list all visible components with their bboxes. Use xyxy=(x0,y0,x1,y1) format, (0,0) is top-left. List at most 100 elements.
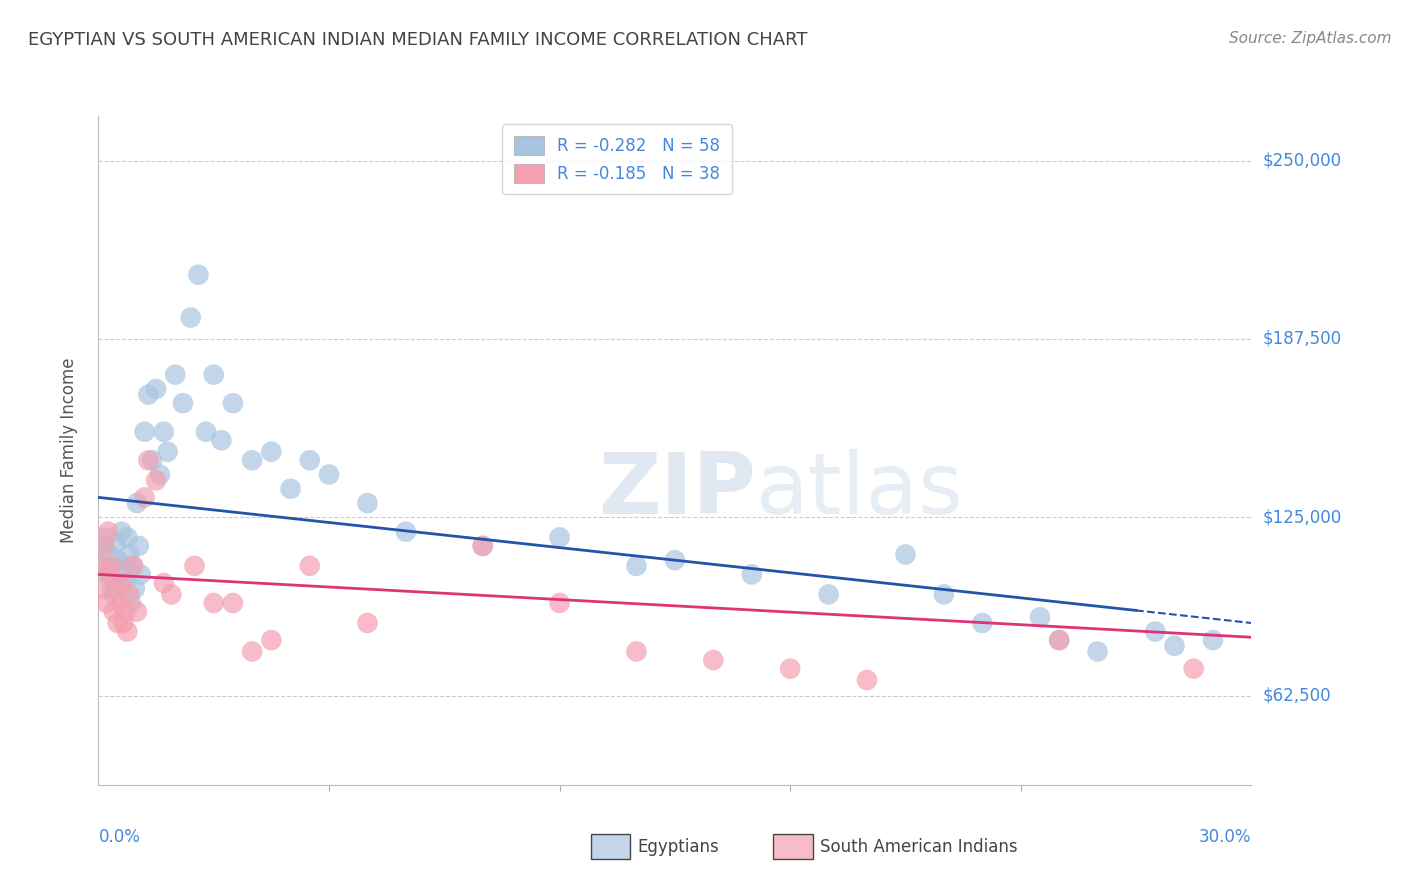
Point xyxy=(172,396,194,410)
Text: $187,500: $187,500 xyxy=(1263,330,1341,348)
Point xyxy=(222,596,245,610)
Text: ZIP: ZIP xyxy=(598,449,755,533)
Point xyxy=(702,653,724,667)
Point xyxy=(108,596,131,610)
Y-axis label: Median Family Income: Median Family Income xyxy=(59,358,77,543)
Point xyxy=(894,548,917,562)
Point xyxy=(1047,633,1070,648)
Point xyxy=(548,596,571,610)
Point xyxy=(122,558,145,573)
Point xyxy=(1202,633,1225,648)
Point xyxy=(141,453,163,467)
Point xyxy=(108,567,131,582)
Point xyxy=(395,524,418,539)
Point xyxy=(856,673,879,687)
Point xyxy=(1163,639,1185,653)
Point xyxy=(114,605,136,619)
Point xyxy=(160,587,183,601)
Point xyxy=(356,496,378,510)
Point xyxy=(124,582,146,596)
Point xyxy=(932,587,955,601)
Point xyxy=(202,368,225,382)
Point xyxy=(107,553,129,567)
Point xyxy=(152,425,174,439)
Point xyxy=(356,615,378,630)
Point xyxy=(1144,624,1167,639)
Point xyxy=(97,567,120,582)
Point xyxy=(145,382,167,396)
Point xyxy=(117,530,138,544)
Point xyxy=(98,567,121,582)
Point xyxy=(318,467,340,482)
Point xyxy=(118,587,141,601)
Point xyxy=(134,425,156,439)
Point xyxy=(125,496,148,510)
Point xyxy=(129,567,152,582)
Point xyxy=(128,539,150,553)
Point xyxy=(91,582,114,596)
Point xyxy=(183,558,205,573)
Text: $62,500: $62,500 xyxy=(1263,687,1331,705)
Text: $250,000: $250,000 xyxy=(1263,152,1341,169)
Text: Source: ZipAtlas.com: Source: ZipAtlas.com xyxy=(1229,31,1392,46)
Point xyxy=(260,444,283,458)
Point xyxy=(93,539,115,553)
Point xyxy=(240,453,263,467)
Point xyxy=(260,633,283,648)
Point xyxy=(1047,633,1070,648)
Point xyxy=(741,567,763,582)
Point xyxy=(91,539,114,553)
Point xyxy=(298,558,321,573)
Point xyxy=(209,434,232,448)
Point xyxy=(187,268,209,282)
Point xyxy=(134,491,156,505)
Point xyxy=(180,310,202,325)
Point xyxy=(1087,644,1109,658)
Point xyxy=(145,473,167,487)
Point xyxy=(94,596,117,610)
Text: South American Indians: South American Indians xyxy=(820,838,1018,855)
Text: atlas: atlas xyxy=(755,449,963,533)
Point xyxy=(298,453,321,467)
Point xyxy=(138,387,160,401)
Point xyxy=(112,615,135,630)
Point xyxy=(117,624,138,639)
Point xyxy=(471,539,494,553)
Point xyxy=(103,587,125,601)
Point xyxy=(101,582,124,596)
Point xyxy=(89,558,111,573)
Point xyxy=(817,587,839,601)
Point xyxy=(120,596,142,610)
Point xyxy=(93,558,115,573)
Point xyxy=(149,467,172,482)
Point xyxy=(222,396,245,410)
Text: $125,000: $125,000 xyxy=(1263,508,1341,526)
Point xyxy=(779,662,801,676)
Point xyxy=(101,558,124,573)
Point xyxy=(972,615,994,630)
Text: 0.0%: 0.0% xyxy=(98,829,141,847)
Point xyxy=(114,576,136,591)
Point xyxy=(548,530,571,544)
Point xyxy=(125,605,148,619)
Point xyxy=(202,596,225,610)
Text: EGYPTIAN VS SOUTH AMERICAN INDIAN MEDIAN FAMILY INCOME CORRELATION CHART: EGYPTIAN VS SOUTH AMERICAN INDIAN MEDIAN… xyxy=(28,31,807,49)
Text: 30.0%: 30.0% xyxy=(1199,829,1251,847)
Point xyxy=(165,368,187,382)
Point xyxy=(626,558,648,573)
Point xyxy=(240,644,263,658)
Point xyxy=(471,539,494,553)
Point xyxy=(110,524,132,539)
Point xyxy=(94,530,117,544)
Point xyxy=(97,524,120,539)
Point xyxy=(280,482,302,496)
Point xyxy=(107,615,129,630)
Point xyxy=(104,582,127,596)
Point xyxy=(104,536,127,550)
Point xyxy=(626,644,648,658)
Point xyxy=(195,425,218,439)
Point xyxy=(1182,662,1205,676)
Point xyxy=(103,605,125,619)
Point xyxy=(112,558,135,573)
Point xyxy=(156,444,179,458)
